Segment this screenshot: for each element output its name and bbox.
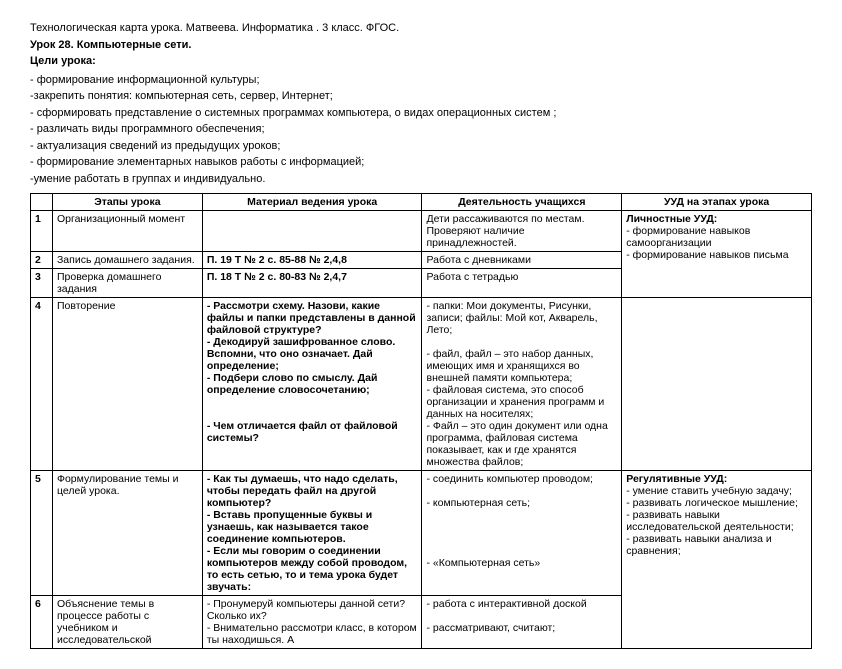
goal-item: - различать виды программного обеспечени… bbox=[30, 121, 812, 138]
goals-list: - формирование информационной культуры;-… bbox=[30, 72, 812, 188]
uud-cell: Личностные УУД:- формирование навыков са… bbox=[622, 211, 812, 298]
goal-item: - формирование информационной культуры; bbox=[30, 72, 812, 89]
stage-cell: Формулирование темы и целей урока. bbox=[52, 471, 202, 596]
table-header-cell: Этапы урока bbox=[52, 194, 202, 211]
uud-cell: Регулятивные УУД:- умение ставить учебну… bbox=[622, 471, 812, 649]
table-header-cell: Деятельность учащихся bbox=[422, 194, 622, 211]
row-number: 2 bbox=[31, 252, 53, 269]
material-cell: - Рассмотри схему. Назови, какие файлы и… bbox=[202, 298, 422, 471]
goals-title: Цели урока: bbox=[30, 53, 812, 70]
table-header-cell: Материал ведения урока bbox=[202, 194, 422, 211]
activity-cell: Работа с тетрадью bbox=[422, 269, 622, 298]
goal-item: - актуализация сведений из предыдущих ур… bbox=[30, 138, 812, 155]
goal-item: - сформировать представление о системных… bbox=[30, 105, 812, 122]
material-cell: П. 19 Т № 2 с. 85-88 № 2,4,8 bbox=[202, 252, 422, 269]
table-header-cell: УУД на этапах урока bbox=[622, 194, 812, 211]
row-number: 5 bbox=[31, 471, 53, 596]
stage-cell: Объяснение темы в процессе работы с учеб… bbox=[52, 596, 202, 649]
row-number: 3 bbox=[31, 269, 53, 298]
row-number: 6 bbox=[31, 596, 53, 649]
lesson-title: Урок 28. Компьютерные сети. bbox=[30, 37, 812, 54]
activity-cell: - соединить компьютер проводом;- компьют… bbox=[422, 471, 622, 596]
row-number: 4 bbox=[31, 298, 53, 471]
table-row: 5Формулирование темы и целей урока.- Как… bbox=[31, 471, 812, 596]
goal-item: -умение работать в группах и индивидуаль… bbox=[30, 171, 812, 188]
activity-cell: - работа с интерактивной доской- рассмат… bbox=[422, 596, 622, 649]
material-cell: - Пронумеруй компьютеры данной сети? Ско… bbox=[202, 596, 422, 649]
table-header: Этапы урокаМатериал ведения урокаДеятель… bbox=[31, 194, 812, 211]
material-cell: П. 18 Т № 2 с. 80-83 № 2,4,7 bbox=[202, 269, 422, 298]
material-cell bbox=[202, 211, 422, 252]
stage-cell: Проверка домашнего задания bbox=[52, 269, 202, 298]
row-number: 1 bbox=[31, 211, 53, 252]
activity-cell: Дети рассаживаются по местам. Проверяют … bbox=[422, 211, 622, 252]
table-row: 1Организационный момент Дети рассаживаютс… bbox=[31, 211, 812, 252]
uud-cell bbox=[622, 298, 812, 471]
goal-item: - формирование элементарных навыков рабо… bbox=[30, 154, 812, 171]
table-row: 4Повторение- Рассмотри схему. Назови, ка… bbox=[31, 298, 812, 471]
lesson-table: Этапы урокаМатериал ведения урокаДеятель… bbox=[30, 193, 812, 649]
doc-title: Технологическая карта урока. Матвеева. И… bbox=[30, 20, 812, 37]
stage-cell: Организационный момент bbox=[52, 211, 202, 252]
activity-cell: Работа с дневниками bbox=[422, 252, 622, 269]
table-body: 1Организационный момент Дети рассаживаютс… bbox=[31, 211, 812, 649]
stage-cell: Запись домашнего задания. bbox=[52, 252, 202, 269]
stage-cell: Повторение bbox=[52, 298, 202, 471]
table-header-cell bbox=[31, 194, 53, 211]
goal-item: -закрепить понятия: компьютерная сеть, с… bbox=[30, 88, 812, 105]
material-cell: - Как ты думаешь, что надо сделать, чтоб… bbox=[202, 471, 422, 596]
activity-cell: - папки: Мои документы, Рисунки, записи;… bbox=[422, 298, 622, 471]
